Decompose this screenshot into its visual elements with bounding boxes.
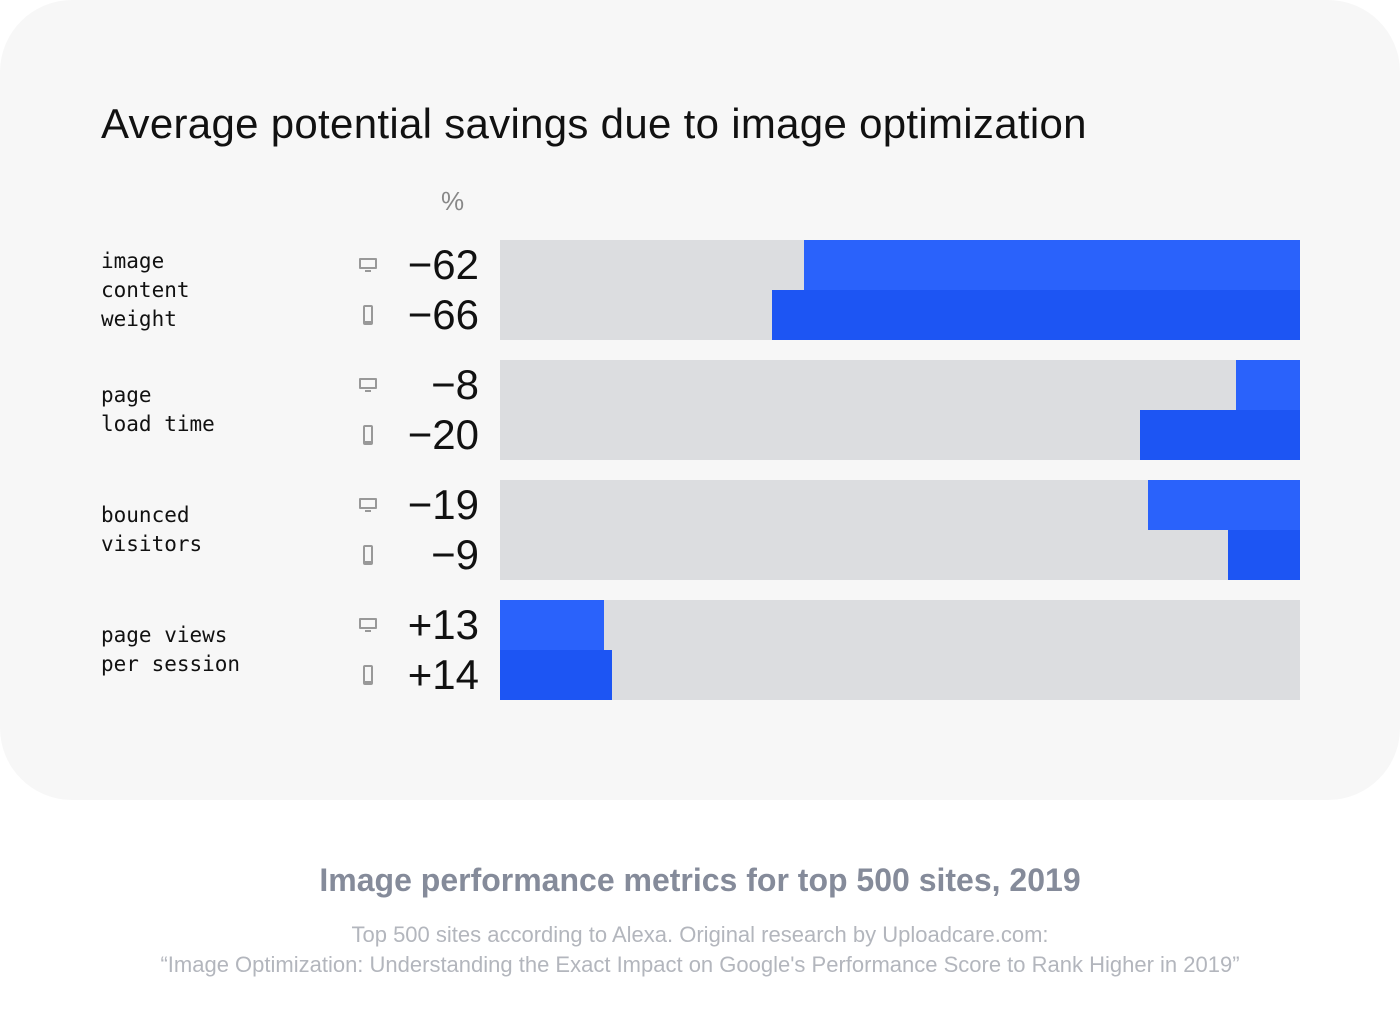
mobile-icon (358, 665, 378, 685)
source-line-1: Top 500 sites according to Alexa. Origin… (351, 922, 1049, 947)
bar-row-mobile: −66 (0, 290, 1400, 340)
desktop-icon (358, 615, 378, 635)
data-label: −62 (407, 241, 479, 288)
bar-track (500, 410, 1300, 460)
bar-row-mobile: −20 (0, 410, 1400, 460)
data-label: +14 (407, 651, 479, 698)
desktop-icon (358, 375, 378, 395)
bar-desktop (1236, 360, 1300, 410)
bar-mobile (500, 650, 612, 700)
category-label-line: page views (101, 623, 228, 647)
bar-row-mobile: +14 (0, 650, 1400, 700)
chart-card: Average potential savings due to image o… (0, 100, 1400, 700)
bar-group: bounced visitors −19 −9 (0, 480, 1400, 580)
mobile-icon (358, 305, 378, 325)
bar-row-mobile: −9 (0, 530, 1400, 580)
data-label: −66 (407, 291, 479, 338)
bar-track (500, 290, 1300, 340)
mobile-icon (358, 545, 378, 565)
category-label: page views per session (101, 600, 240, 700)
chart-title: Average potential savings due to image o… (101, 100, 1087, 147)
bar-mobile (1140, 410, 1300, 460)
data-label: +13 (407, 601, 479, 648)
bar-group: image content weight −62 −66 (0, 240, 1400, 340)
bar-row-desktop: −19 (0, 480, 1400, 530)
bar-mobile (772, 290, 1300, 340)
bar-track (500, 650, 1300, 700)
bar-track (500, 480, 1300, 530)
bar-group: page load time −8 −20 (0, 360, 1400, 460)
bar-row-desktop: −8 (0, 360, 1400, 410)
bar-row-desktop: −62 (0, 240, 1400, 290)
data-label: −19 (407, 481, 479, 528)
category-label: image content weight (101, 240, 190, 340)
bar-track (500, 530, 1300, 580)
category-label-line: weight (101, 306, 177, 331)
category-label-line: load time (101, 412, 215, 436)
desktop-icon (358, 255, 378, 275)
category-label: bounced visitors (101, 480, 202, 580)
data-label: −8 (431, 361, 479, 408)
source-line-2: “Image Optimization: Understanding the E… (160, 952, 1240, 977)
chart-subtitle: Image performance metrics for top 500 si… (319, 862, 1081, 898)
bar-desktop (804, 240, 1300, 290)
category-label-line: content (101, 277, 190, 302)
data-label: −20 (407, 411, 479, 458)
bar-row-desktop: +13 (0, 600, 1400, 650)
bar-track (500, 600, 1300, 650)
category-label-line: bounced (101, 503, 190, 527)
bar-group: page views per session +13 +14 (0, 600, 1400, 700)
data-label: −9 (431, 531, 479, 578)
category-label-line: per session (101, 652, 241, 676)
unit-label: % (441, 186, 465, 216)
bar-track (500, 360, 1300, 410)
desktop-icon (358, 495, 378, 515)
category-label-line: page (101, 383, 152, 407)
bar-track (500, 240, 1300, 290)
category-label-line: visitors (101, 532, 203, 556)
bar-mobile (1228, 530, 1300, 580)
category-label: page load time (101, 360, 215, 460)
bar-desktop (1148, 480, 1300, 530)
category-label-line: image (101, 248, 165, 273)
mobile-icon (358, 425, 378, 445)
bar-desktop (500, 600, 604, 650)
